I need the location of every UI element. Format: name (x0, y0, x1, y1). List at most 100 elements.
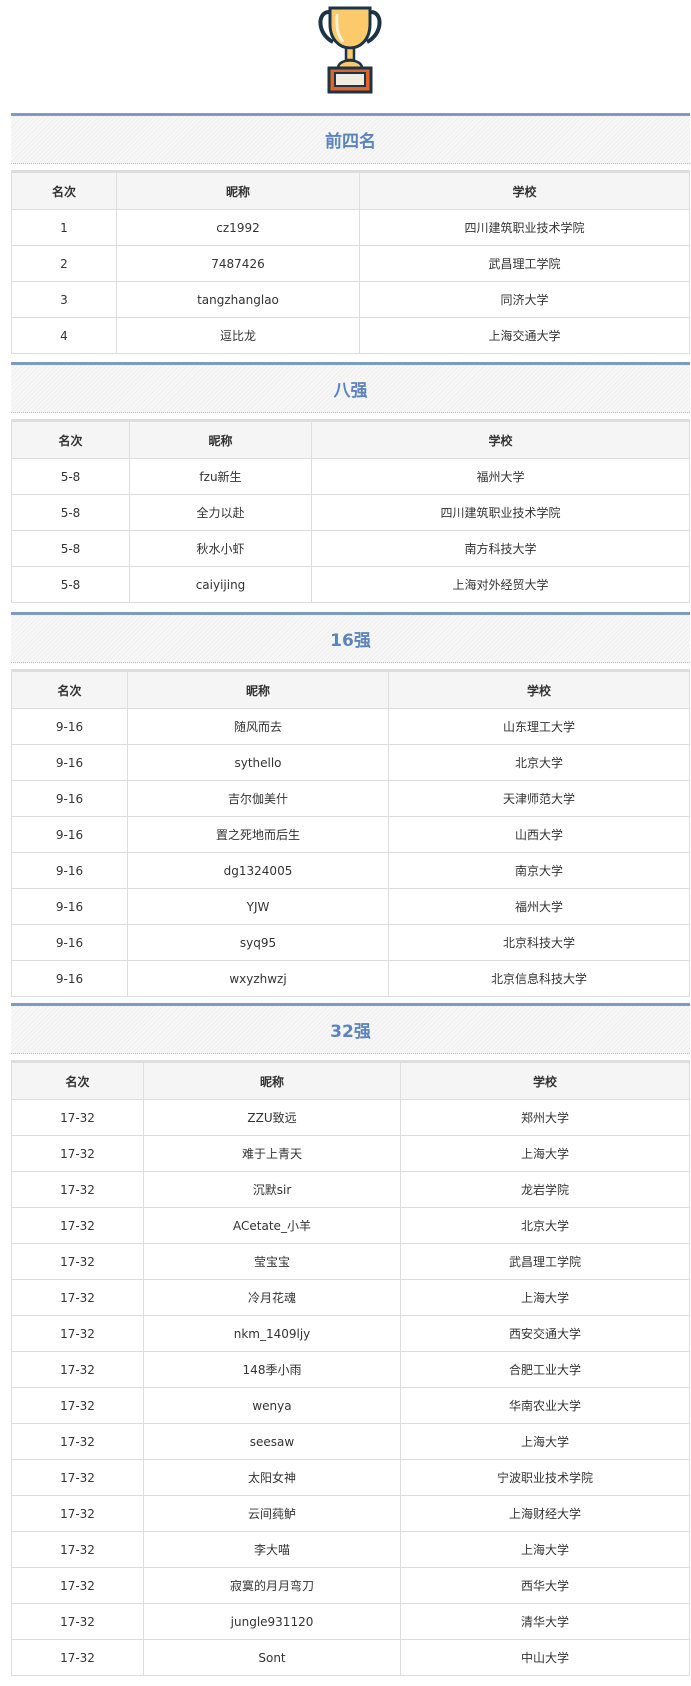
section-header: 16强 (11, 612, 690, 663)
nickname-cell: YJW (127, 888, 389, 925)
nickname-cell: tangzhanglao (116, 281, 360, 318)
rank-cell: 17-32 (11, 1495, 144, 1532)
school-cell: 武昌理工学院 (359, 245, 690, 282)
rank-cell: 17-32 (11, 1603, 144, 1640)
table-row: 17-32 沉默sir 龙岩学院 (11, 1171, 690, 1208)
nickname-cell: wxyzhwzj (127, 960, 389, 997)
table-row: 9-16 sythello 北京大学 (11, 744, 690, 781)
nickname-cell: dg1324005 (127, 852, 389, 889)
rank-cell: 9-16 (11, 708, 128, 745)
school-cell: 同济大学 (359, 281, 690, 318)
school-cell: 上海大学 (400, 1135, 690, 1172)
school-cell: 华南农业大学 (400, 1387, 690, 1424)
table-row: 17-32 李大喵 上海大学 (11, 1531, 690, 1568)
school-cell: 上海对外经贸大学 (311, 566, 690, 603)
nickname-cell: 寂寞的月月弯刀 (143, 1567, 401, 1604)
rank-cell: 17-32 (11, 1243, 144, 1280)
rank-cell: 17-32 (11, 1099, 144, 1136)
table-row: 17-32 Sont 中山大学 (11, 1639, 690, 1676)
nickname-cell: 148季小雨 (143, 1351, 401, 1388)
rank-cell: 17-32 (11, 1459, 144, 1496)
table-row: 17-32 云间莼鲈 上海财经大学 (11, 1495, 690, 1532)
school-cell: 山东理工大学 (388, 708, 690, 745)
section-title: 前四名 (325, 132, 376, 152)
column-header: 昵称 (116, 171, 360, 210)
nickname-cell: cz1992 (116, 209, 360, 246)
nickname-cell: jungle931120 (143, 1603, 401, 1640)
rank-cell: 9-16 (11, 852, 128, 889)
column-header: 学校 (311, 420, 690, 459)
school-cell: 北京大学 (388, 744, 690, 781)
table-header-row: 名次 昵称 学校 (11, 420, 690, 459)
table-row: 9-16 随风而去 山东理工大学 (11, 708, 690, 745)
rank-cell: 17-32 (11, 1315, 144, 1352)
rank-cell: 5-8 (11, 458, 130, 495)
section-header: 32强 (11, 1003, 690, 1054)
rank-cell: 9-16 (11, 780, 128, 817)
nickname-cell: 逗比龙 (116, 317, 360, 354)
nickname-cell: wenya (143, 1387, 401, 1424)
table-row: 2 7487426 武昌理工学院 (11, 245, 690, 282)
table-row: 9-16 syq95 北京科技大学 (11, 924, 690, 961)
column-header: 昵称 (129, 420, 312, 459)
table-row: 17-32 148季小雨 合肥工业大学 (11, 1351, 690, 1388)
column-header: 学校 (400, 1061, 690, 1100)
nickname-cell: sythello (127, 744, 389, 781)
rank-cell: 4 (11, 317, 117, 354)
rank-cell: 3 (11, 281, 117, 318)
column-header: 学校 (388, 670, 690, 709)
table-header-row: 名次 昵称 学校 (11, 670, 690, 709)
nickname-cell: nkm_1409ljy (143, 1315, 401, 1352)
table-row: 5-8 秋水小虾 南方科技大学 (11, 530, 690, 567)
school-cell: 北京大学 (400, 1207, 690, 1244)
table-row: 17-32 seesaw 上海大学 (11, 1423, 690, 1460)
school-cell: 武昌理工学院 (400, 1243, 690, 1280)
rank-cell: 17-32 (11, 1567, 144, 1604)
table-row: 17-32 难于上青天 上海大学 (11, 1135, 690, 1172)
ranking-table: 名次 昵称 学校 9-16 随风而去 山东理工大学 9-16 sythello 北京大学 9-16… (11, 669, 690, 997)
school-cell: 北京科技大学 (388, 924, 690, 961)
nickname-cell: syq95 (127, 924, 389, 961)
school-cell: 福州大学 (311, 458, 690, 495)
school-cell: 山西大学 (388, 816, 690, 853)
section-title: 32强 (330, 1022, 371, 1042)
rank-cell: 9-16 (11, 888, 128, 925)
rank-cell: 17-32 (11, 1423, 144, 1460)
school-cell: 南方科技大学 (311, 530, 690, 567)
trophy-icon (318, 6, 382, 94)
nickname-cell: 太阳女神 (143, 1459, 401, 1496)
table-row: 9-16 吉尔伽美什 天津师范大学 (11, 780, 690, 817)
table-row: 9-16 wxyzhwzj 北京信息科技大学 (11, 960, 690, 997)
school-cell: 西华大学 (400, 1567, 690, 1604)
nickname-cell: seesaw (143, 1423, 401, 1460)
table-row: 9-16 置之死地而后生 山西大学 (11, 816, 690, 853)
nickname-cell: 沉默sir (143, 1171, 401, 1208)
nickname-cell: 莹宝宝 (143, 1243, 401, 1280)
table-row: 17-32 寂寞的月月弯刀 西华大学 (11, 1567, 690, 1604)
school-cell: 福州大学 (388, 888, 690, 925)
table-row: 4 逗比龙 上海交通大学 (11, 317, 690, 354)
rank-cell: 17-32 (11, 1531, 144, 1568)
school-cell: 上海大学 (400, 1531, 690, 1568)
school-cell: 龙岩学院 (400, 1171, 690, 1208)
school-cell: 上海大学 (400, 1279, 690, 1316)
table-row: 17-32 莹宝宝 武昌理工学院 (11, 1243, 690, 1280)
nickname-cell: 秋水小虾 (129, 530, 312, 567)
table-row: 17-32 冷月花魂 上海大学 (11, 1279, 690, 1316)
rank-cell: 9-16 (11, 816, 128, 853)
school-cell: 宁波职业技术学院 (400, 1459, 690, 1496)
nickname-cell: ZZU致远 (143, 1099, 401, 1136)
nickname-cell: 置之死地而后生 (127, 816, 389, 853)
ranking-section: 八强 名次 昵称 学校 5-8 fzu新生 福州大学 5-8 全力以赴 四川建筑职业技术学院 5-8… (11, 362, 690, 603)
rank-cell: 1 (11, 209, 117, 246)
school-cell: 合肥工业大学 (400, 1351, 690, 1388)
school-cell: 北京信息科技大学 (388, 960, 690, 997)
rank-cell: 9-16 (11, 924, 128, 961)
column-header: 名次 (11, 171, 117, 210)
nickname-cell: 难于上青天 (143, 1135, 401, 1172)
ranking-section: 16强 名次 昵称 学校 9-16 随风而去 山东理工大学 9-16 sythello 北京大学 9… (11, 612, 690, 997)
nickname-cell: caiyijing (129, 566, 312, 603)
section-header: 八强 (11, 362, 690, 413)
nickname-cell: 吉尔伽美什 (127, 780, 389, 817)
ranking-table: 名次 昵称 学校 5-8 fzu新生 福州大学 5-8 全力以赴 四川建筑职业技术学院 5-8 秋水… (11, 419, 690, 603)
